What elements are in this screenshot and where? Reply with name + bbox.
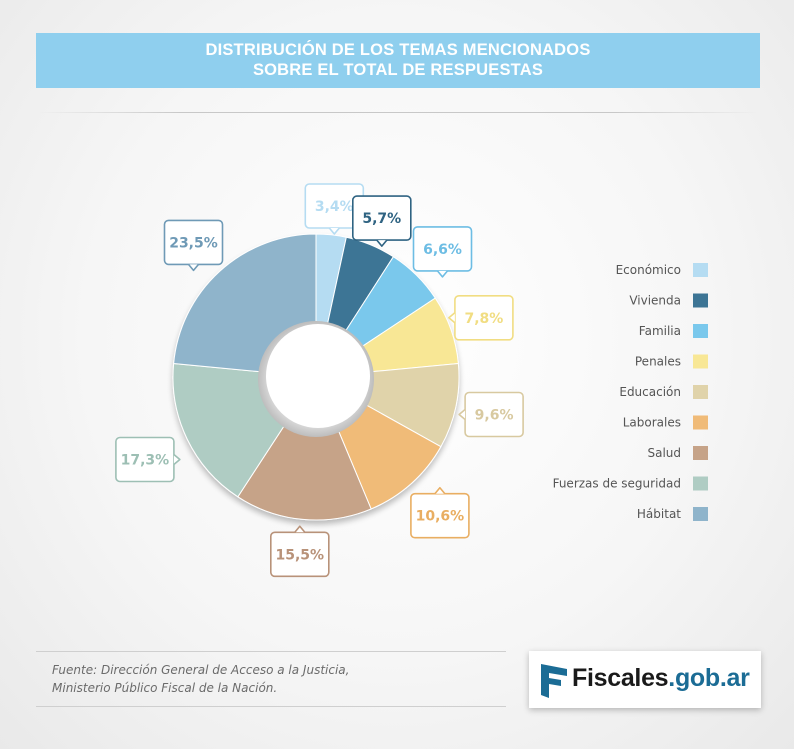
legend-item-economico: Económico: [616, 263, 708, 277]
callout-pointer: [187, 263, 200, 272]
callout-pointer: [434, 486, 446, 495]
legend-swatch: [693, 263, 708, 277]
callout-pointer: [376, 239, 388, 247]
callout-pointer: [458, 408, 466, 421]
logo-name: Fiscales: [572, 664, 669, 692]
legend-item-laborales: Laborales: [623, 415, 708, 430]
legend-swatch: [693, 385, 708, 399]
legend-item-vivienda: Vivienda: [629, 293, 708, 308]
data-label: 17,3%: [121, 453, 170, 469]
callout-pointer: [294, 525, 306, 533]
callout-salud: 15,5%: [269, 525, 330, 578]
logo-domain: .gob.ar: [668, 664, 750, 692]
chart-title: DISTRIBUCIÓN DE LOS TEMAS MENCIONADOS SO…: [36, 33, 760, 88]
legend-label: Salud: [647, 446, 681, 460]
callout-pointer: [328, 227, 340, 235]
source-line-2: Ministerio Público Fiscal de la Nación.: [52, 681, 278, 695]
legend-swatch: [693, 324, 708, 338]
data-label: 7,8%: [464, 311, 503, 327]
legend-label: Fuerzas de seguridad: [553, 477, 681, 491]
data-label: 23,5%: [169, 235, 218, 251]
fiscales-logo[interactable]: Fiscales.gob.ar: [529, 651, 761, 708]
legend-swatch: [693, 293, 708, 308]
chart-title-line-2: SOBRE EL TOTAL DE RESPUESTAS: [252, 61, 544, 79]
data-label: 10,6%: [416, 509, 465, 525]
legend-label: Hábitat: [637, 507, 681, 521]
legend-swatch: [693, 507, 708, 521]
legend-label: Educación: [619, 385, 681, 399]
legend-item-educacion: Educación: [619, 385, 708, 399]
legend-item-fuerzas-de-seguridad: Fuerzas de seguridad: [553, 476, 708, 491]
arrow-flag-icon: [541, 664, 567, 698]
source-note: Fuente: Dirección General de Acceso a la…: [52, 661, 492, 697]
legend-item-familia: Familia: [639, 324, 708, 338]
legend-item-salud: Salud: [647, 446, 708, 460]
donut-hole: [266, 324, 370, 428]
data-label: 6,6%: [423, 242, 462, 258]
callout-pointer: [173, 453, 181, 466]
callout-familia: 6,6%: [412, 226, 473, 278]
data-label: 5,7%: [362, 211, 401, 227]
legend-label: Penales: [635, 355, 681, 369]
legend-swatch: [693, 476, 708, 491]
legend-label: Familia: [639, 324, 681, 338]
data-label: 9,6%: [475, 408, 514, 424]
callout-box: [454, 294, 514, 341]
source-line-1: Fuente: Dirección General de Acceso a la…: [52, 663, 350, 677]
legend-swatch: [693, 446, 708, 460]
legend-label: Vivienda: [629, 294, 681, 308]
legend-label: Laborales: [623, 416, 681, 430]
callout-pointer: [436, 270, 449, 278]
footer-divider-bottom: [36, 706, 506, 707]
callout-penales: 7,8%: [448, 294, 514, 341]
callout-vivienda: 5,7%: [351, 195, 412, 247]
legend-item-penales: Penales: [635, 354, 708, 369]
callout-pointer: [448, 312, 456, 324]
data-label: 15,5%: [276, 547, 325, 563]
legend-swatch: [693, 354, 708, 369]
chart-title-line-1: DISTRIBUCIÓN DE LOS TEMAS MENCIONADOS: [205, 41, 591, 59]
slice-salud: [237, 375, 372, 521]
legend-label: Económico: [616, 263, 681, 277]
callout-laborales: 10,6%: [410, 486, 470, 539]
legend-item-habitat: Hábitat: [637, 507, 708, 521]
data-label: 3,4%: [315, 199, 354, 215]
callout-box: [269, 531, 330, 578]
callout-fuerzas-de-seguridad: 17,3%: [115, 436, 181, 483]
footer-divider-top: [36, 651, 506, 652]
callout-habitat: 23,5%: [163, 219, 224, 272]
divider: [36, 112, 760, 113]
callout-box: [412, 226, 473, 272]
legend-swatch: [693, 415, 708, 430]
callout-educacion: 9,6%: [458, 391, 524, 438]
